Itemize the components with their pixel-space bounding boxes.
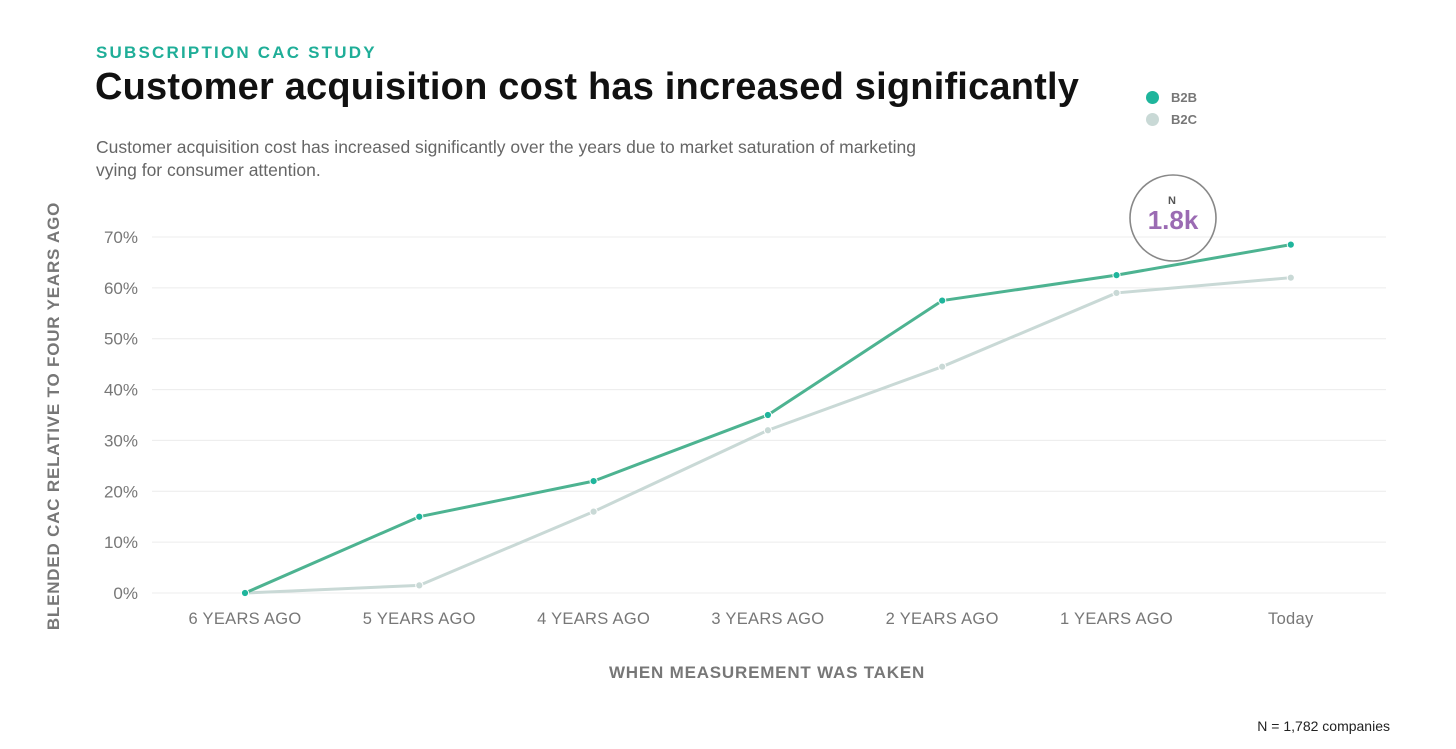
legend-label-b2b: B2B (1171, 89, 1198, 105)
x-tick-label: 6 YEARS AGO (188, 610, 301, 628)
legend-item-b2c: B2C (1146, 108, 1197, 130)
data-point-b2c (415, 581, 424, 590)
legend-swatch-b2b (1146, 90, 1159, 104)
y-tick-label: 30% (104, 431, 138, 450)
legend-item-b2b: B2B (1146, 86, 1197, 108)
y-tick-label: 40% (104, 381, 138, 400)
data-point-b2c (763, 426, 773, 435)
eyebrow-label: SUBSCRIPTION CAC STUDY (96, 43, 377, 62)
y-tick-label: 70% (104, 228, 138, 247)
data-point-b2c (1112, 288, 1121, 298)
legend-label-b2c: B2C (1171, 111, 1198, 127)
y-axis-title: BLENDED CAC RELATIVE TO FOUR YEARS AGO (44, 202, 63, 630)
sample-size-footnote: N = 1,782 companies (1257, 718, 1390, 734)
sample-size-badge (1129, 174, 1217, 262)
x-tick-label: 4 YEARS AGO (537, 610, 650, 628)
legend: B2B B2C (1146, 86, 1197, 130)
x-axis-title: WHEN MEASUREMENT WAS TAKEN (609, 663, 925, 682)
x-tick-label: 3 YEARS AGO (711, 610, 824, 628)
sample-size-badge-label: N (1168, 195, 1176, 207)
data-point-b2b (1286, 240, 1295, 249)
x-tick-label: Today (1268, 610, 1314, 628)
chart-title: Customer acquisition cost has increased … (95, 66, 1080, 108)
y-tick-label: 10% (104, 533, 138, 552)
data-point-b2b (763, 410, 773, 420)
data-point-b2b (1112, 271, 1121, 280)
data-point-b2b (240, 588, 250, 598)
chart-subtitle: Customer acquisition cost has increased … (96, 137, 916, 180)
data-point-b2b (589, 477, 598, 486)
y-tick-label: 60% (104, 279, 138, 298)
data-point-b2b (415, 512, 424, 521)
x-tick-label: 2 YEARS AGO (886, 610, 999, 628)
x-tick-label: 5 YEARS AGO (363, 610, 476, 628)
series-line-b2c (243, 276, 1293, 595)
x-tick-label: 1 YEARS AGO (1060, 610, 1173, 628)
y-tick-label: 50% (104, 330, 138, 349)
legend-swatch-b2c (1146, 112, 1159, 126)
y-tick-label: 20% (104, 482, 138, 501)
sample-size-badge-value: 1.8k (1148, 205, 1199, 235)
y-tick-label: 0% (113, 584, 138, 603)
data-point-b2c (938, 362, 947, 371)
data-point-b2c (1286, 273, 1295, 282)
data-point-b2b (938, 296, 947, 305)
data-point-b2c (589, 507, 598, 516)
